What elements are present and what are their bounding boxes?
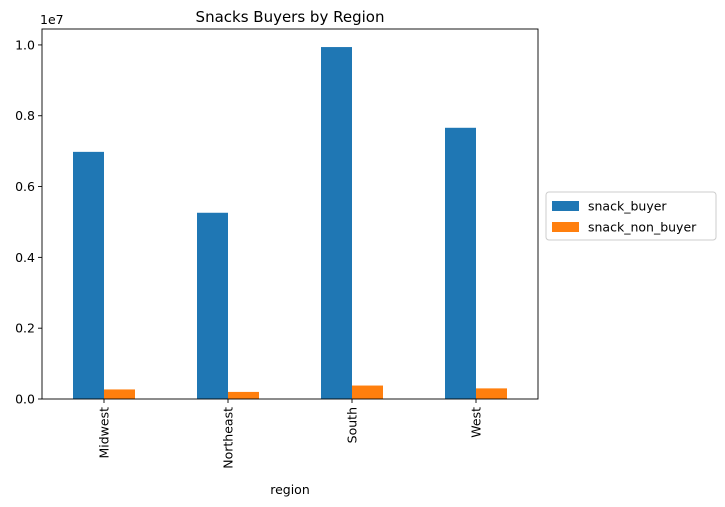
bar-snack-buyer-northeast	[197, 212, 228, 399]
y-tick-label: 0.4	[15, 250, 35, 265]
bar-snack-buyer-south	[321, 47, 352, 400]
legend-label-snack-non-buyer: snack_non_buyer	[588, 220, 697, 235]
bar-snack-buyer-midwest	[73, 151, 104, 399]
y-axis-offset-label: 1e7	[40, 12, 64, 27]
bar-snack-buyer-west	[445, 127, 476, 399]
legend-swatch-snack-non-buyer	[552, 222, 579, 232]
x-tick-label-west: West	[469, 407, 484, 438]
legend-box	[545, 191, 717, 241]
y-tick-label: 0.6	[15, 179, 35, 194]
y-tick-label: 0.2	[15, 321, 35, 336]
bar-snack-non-buyer-south	[352, 385, 383, 399]
bar-snack-non-buyer-midwest	[104, 389, 135, 399]
bars-group	[73, 47, 507, 400]
y-tick-label: 1.0	[15, 37, 35, 52]
x-tick-label-south: South	[345, 407, 360, 443]
x-tick-label-midwest: Midwest	[97, 407, 112, 459]
x-tick-label-northeast: Northeast	[221, 407, 236, 469]
plot-area-frame	[41, 28, 539, 400]
bar-snack-non-buyer-west	[476, 388, 507, 399]
chart-title: Snacks Buyers by Region	[196, 8, 385, 26]
x-axis-label: region	[270, 482, 310, 497]
bar-snack-non-buyer-northeast	[228, 391, 259, 399]
y-axis: 0.0 0.2 0.4 0.6 0.8 1.0	[15, 37, 42, 407]
y-tick-label: 0.8	[15, 108, 35, 123]
legend-label-snack-buyer: snack_buyer	[588, 199, 667, 214]
legend: snack_buyer snack_non_buyer	[545, 191, 717, 241]
y-tick-label: 0.0	[15, 392, 35, 407]
x-axis: Midwest Northeast South West	[97, 399, 484, 469]
legend-swatch-snack-buyer	[552, 201, 579, 211]
